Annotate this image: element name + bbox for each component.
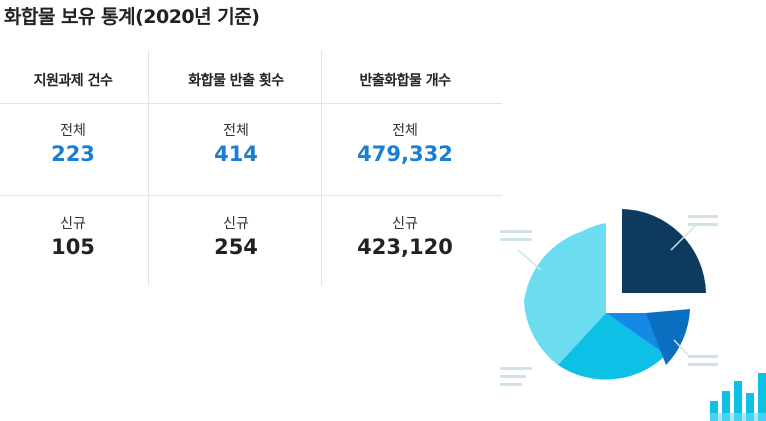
total-compounds-value: 479,332 (357, 142, 453, 166)
new-exports-cell: 신규 254 (153, 215, 319, 261)
total-projects-value: 223 (51, 142, 95, 166)
row-divider (0, 195, 502, 196)
pie-slice-light-lower (524, 227, 606, 365)
new-projects-cell: 신규 105 (0, 215, 156, 261)
total-label: 전체 (392, 123, 418, 139)
pie-slice-cyan (558, 313, 666, 380)
column-divider (321, 50, 322, 286)
new-compounds-value: 423,120 (357, 235, 453, 259)
new-projects-value: 105 (51, 235, 95, 259)
total-label: 전체 (223, 123, 249, 139)
stats-table: 지원과제 건수 화합물 반출 횟수 반출화합물 개수 전체 223 전체 414… (0, 50, 502, 286)
total-projects-cell: 전체 223 (0, 122, 156, 168)
column-header-exports: 화합물 반출 횟수 (188, 73, 284, 89)
pie-chart-illustration (500, 209, 766, 421)
new-label: 신규 (60, 216, 86, 232)
pie-chart-icon (500, 209, 718, 386)
pie-slice-navy (622, 209, 706, 293)
total-exports-cell: 전체 414 (153, 122, 319, 168)
bar-chart-icon (710, 373, 766, 421)
column-header-compounds: 반출화합물 개수 (359, 73, 451, 89)
page-title: 화합물 보유 통계(2020년 기준) (4, 6, 260, 28)
new-label: 신규 (223, 216, 249, 232)
total-label: 전체 (60, 123, 86, 139)
new-compounds-cell: 신규 423,120 (322, 215, 488, 261)
row-divider (0, 103, 502, 104)
new-exports-value: 254 (214, 235, 258, 259)
pie-slice-blue (646, 309, 690, 365)
total-compounds-cell: 전체 479,332 (322, 122, 488, 168)
column-header-projects: 지원과제 건수 (33, 73, 113, 89)
column-divider (148, 50, 149, 286)
total-exports-value: 414 (214, 142, 258, 166)
new-label: 신규 (392, 216, 418, 232)
